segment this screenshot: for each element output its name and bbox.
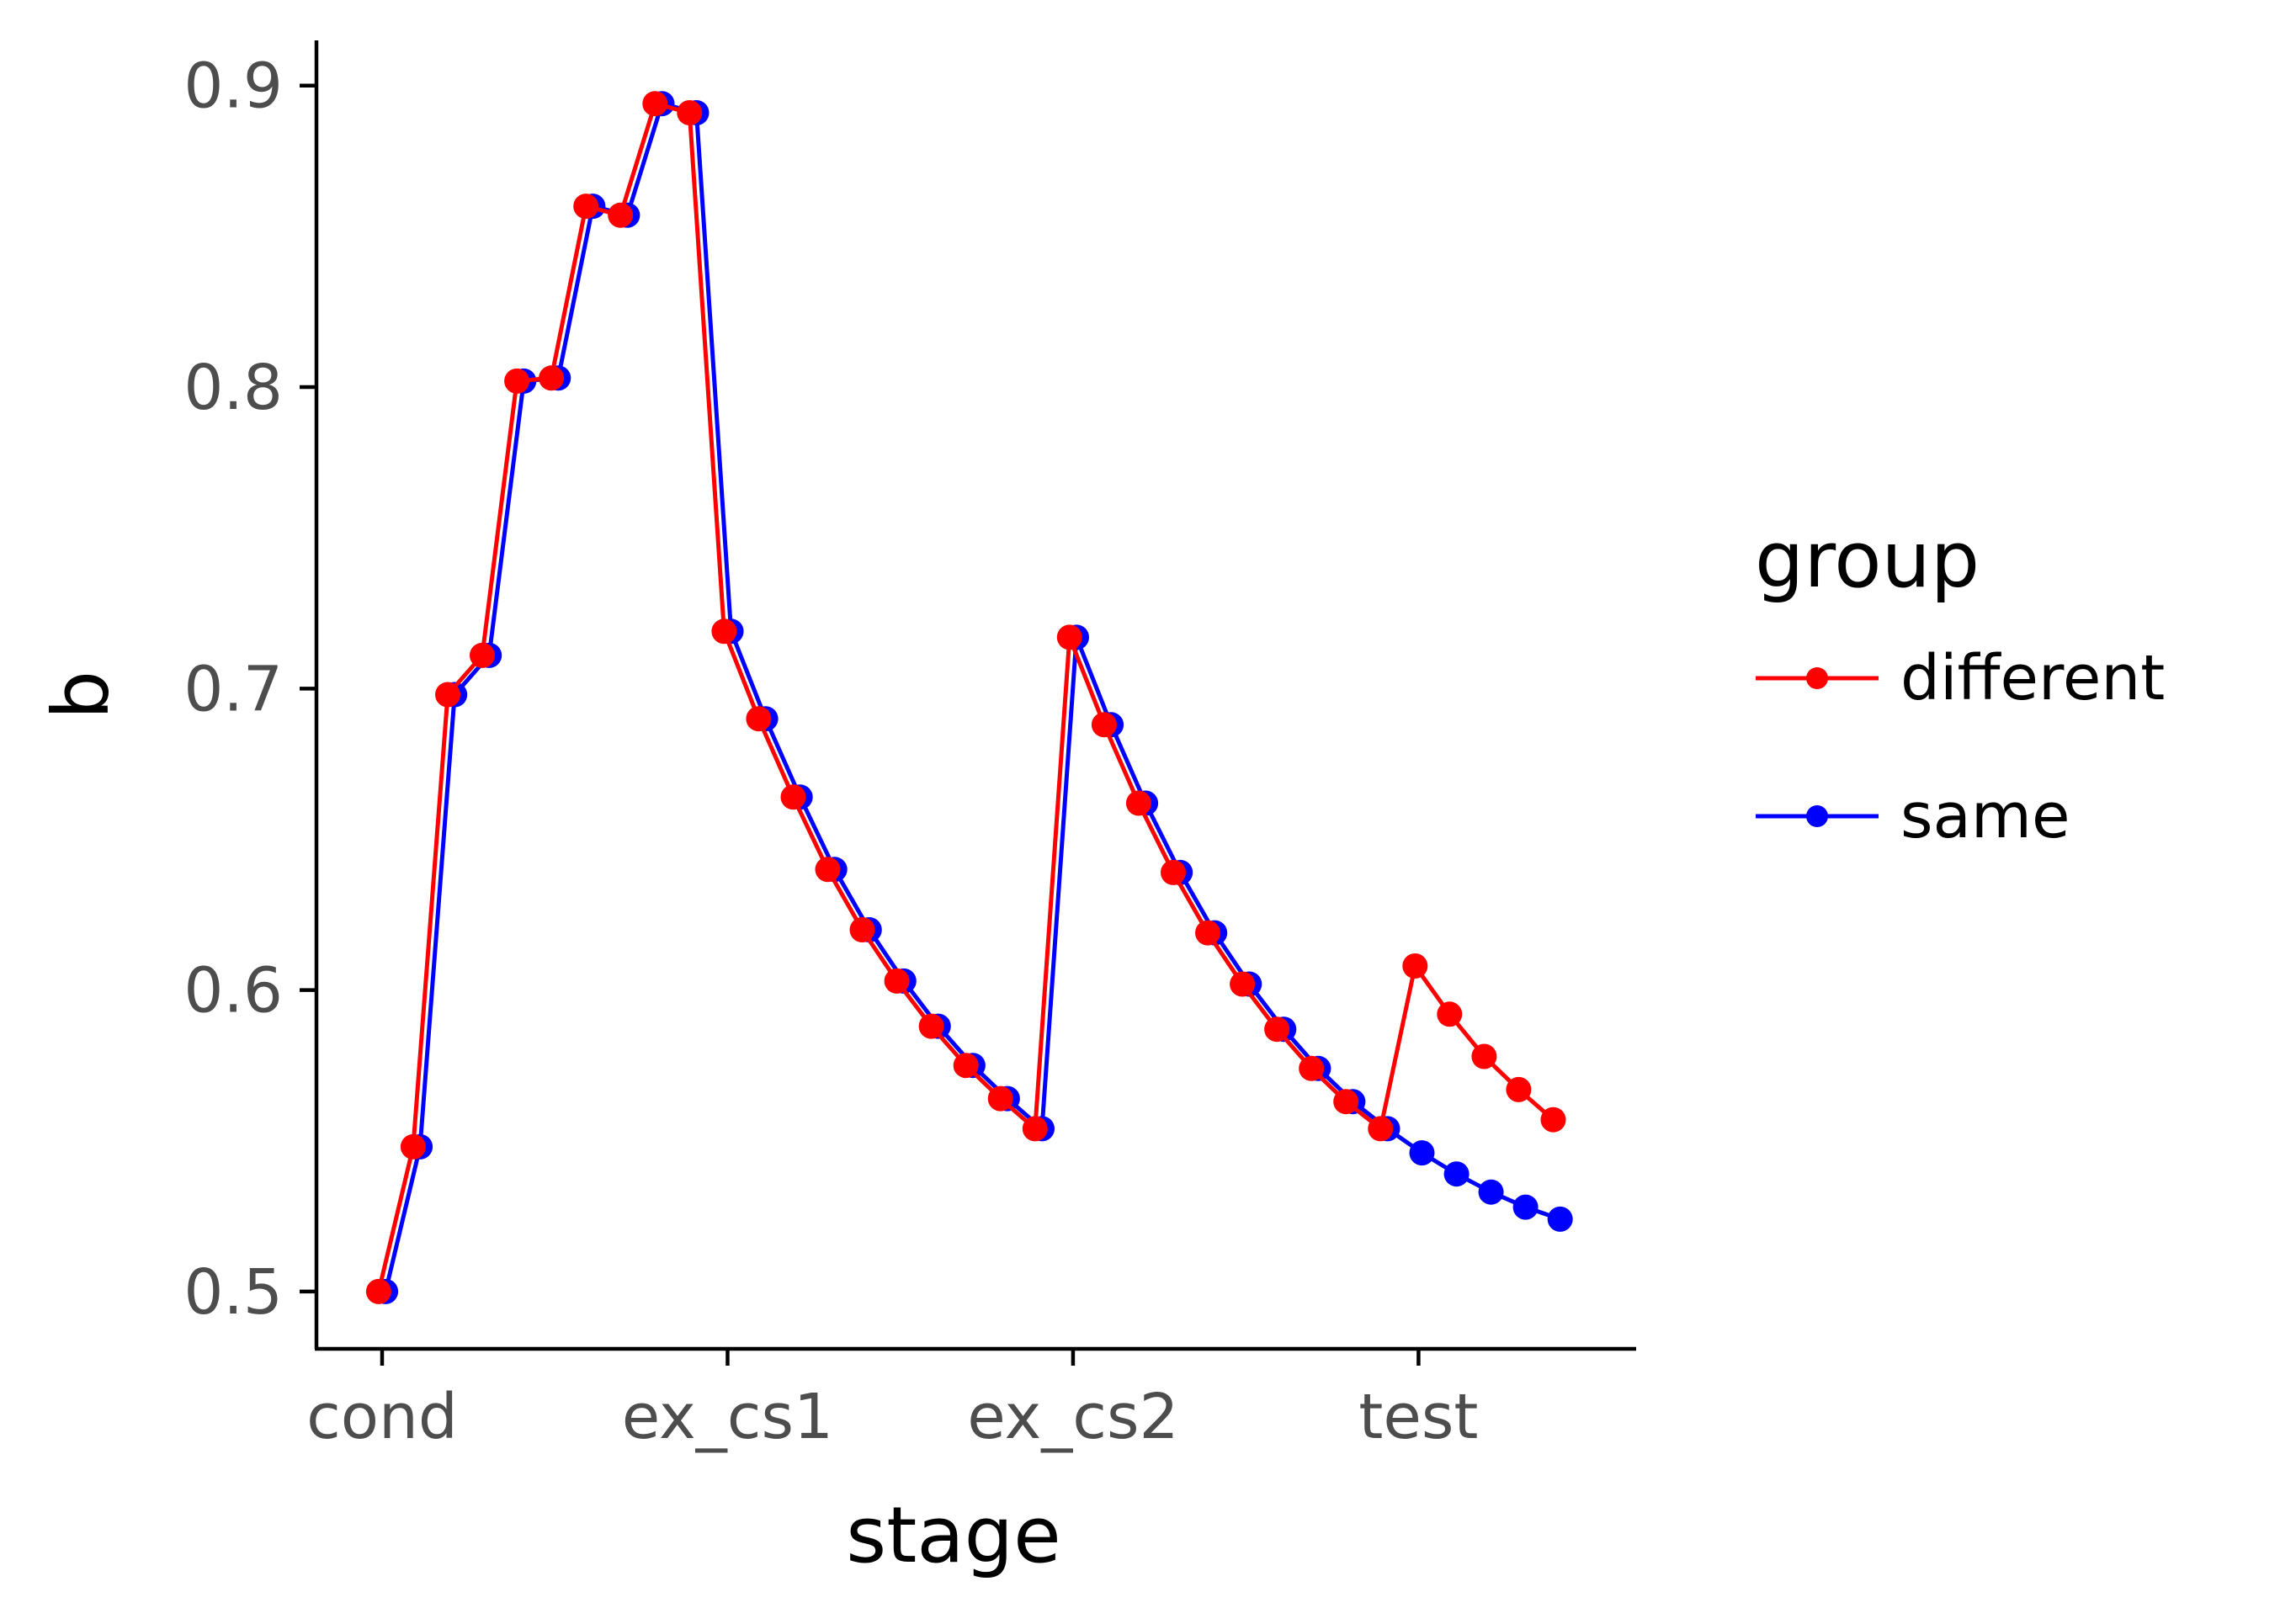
data-point-same — [1409, 1140, 1435, 1166]
data-point-different — [746, 706, 772, 732]
data-point-different — [642, 91, 668, 117]
x-axis-ticks: cond ex_cs1 ex_cs2 test — [306, 1349, 1478, 1453]
data-point-different — [1022, 1116, 1048, 1142]
legend-key-different — [1756, 667, 1879, 689]
data-point-different — [1161, 859, 1186, 885]
data-point-same — [1443, 1161, 1470, 1187]
data-point-different — [1333, 1089, 1359, 1115]
data-point-different — [1056, 624, 1082, 650]
x-axis-title: stage — [846, 1490, 1060, 1580]
y-axis-ticks: 0.5 0.6 0.7 0.8 0.9 — [183, 50, 316, 1329]
data-point-different — [573, 194, 599, 220]
data-point-different — [435, 682, 460, 708]
data-point-different — [1402, 953, 1428, 979]
y-tick-label: 0.9 — [183, 50, 283, 123]
x-tick-label: test — [1358, 1381, 1478, 1453]
data-point-different — [987, 1085, 1013, 1112]
data-point-same — [1512, 1194, 1539, 1220]
data-point-different — [1195, 920, 1220, 946]
data-point-different — [711, 618, 737, 645]
data-point-different — [608, 202, 634, 228]
data-point-different — [400, 1133, 426, 1160]
data-point-different — [470, 642, 495, 668]
legend-key-same-point — [1806, 805, 1828, 827]
data-point-different — [884, 968, 910, 994]
legend: group different same — [1755, 515, 2165, 852]
data-point-different — [1230, 971, 1256, 997]
legend-key-different-point — [1806, 667, 1828, 689]
data-point-different — [365, 1278, 391, 1304]
y-tick-label: 0.7 — [183, 653, 283, 725]
legend-title: group — [1755, 515, 1980, 605]
data-point-different — [780, 784, 806, 810]
data-point-different — [1471, 1043, 1497, 1069]
legend-label-different: different — [1900, 642, 2165, 714]
legend-label-same: same — [1900, 780, 2070, 852]
data-point-different — [1299, 1055, 1325, 1081]
x-tick-label: ex_cs2 — [967, 1381, 1178, 1453]
data-point-different — [815, 857, 841, 883]
y-axis-title: b — [36, 671, 126, 719]
x-tick-label: ex_cs1 — [622, 1381, 833, 1453]
x-tick-label: cond — [306, 1381, 458, 1453]
y-tick-label: 0.6 — [183, 955, 283, 1027]
data-point-different — [1264, 1016, 1290, 1043]
y-tick-label: 0.8 — [183, 352, 283, 424]
data-point-same — [1478, 1179, 1504, 1205]
data-point-different — [539, 365, 565, 391]
data-point-different — [504, 368, 530, 394]
data-point-different — [953, 1053, 979, 1079]
series-different — [365, 91, 1566, 1304]
data-point-different — [1368, 1116, 1394, 1142]
plot-area — [365, 91, 1573, 1304]
data-point-different — [1437, 1001, 1463, 1027]
data-point-same — [1547, 1206, 1573, 1232]
data-point-different — [1091, 712, 1117, 738]
data-point-different — [1125, 790, 1151, 816]
data-point-different — [918, 1013, 944, 1039]
data-point-different — [677, 100, 703, 125]
y-tick-label: 0.5 — [183, 1256, 283, 1329]
data-point-different — [1506, 1076, 1532, 1102]
data-point-different — [849, 917, 875, 942]
legend-key-same — [1756, 805, 1879, 827]
data-point-different — [1540, 1106, 1566, 1133]
